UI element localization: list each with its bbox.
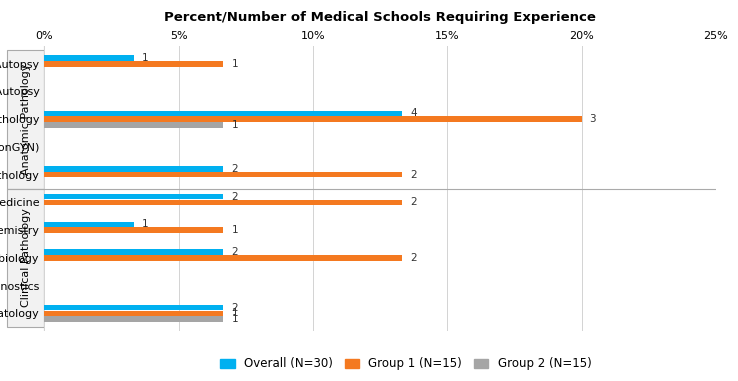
- Bar: [7, 50, 44, 189]
- Bar: [44, 317, 224, 322]
- Text: 2: 2: [410, 253, 417, 263]
- Text: 1: 1: [232, 314, 238, 324]
- Text: 2: 2: [232, 192, 238, 202]
- Bar: [44, 249, 224, 255]
- Bar: [44, 200, 402, 205]
- Text: Clinical Pathology: Clinical Pathology: [21, 208, 31, 307]
- Text: 2: 2: [232, 164, 238, 174]
- Bar: [44, 166, 224, 172]
- Bar: [44, 55, 134, 61]
- Text: 1: 1: [232, 225, 238, 235]
- Bar: [44, 172, 402, 178]
- Text: 1: 1: [142, 219, 148, 229]
- Bar: [44, 255, 402, 261]
- Bar: [44, 311, 224, 316]
- Text: 2: 2: [410, 170, 417, 180]
- Bar: [44, 122, 224, 128]
- Bar: [44, 305, 224, 311]
- Bar: [44, 110, 402, 116]
- Text: 3: 3: [590, 114, 596, 124]
- Bar: [44, 222, 134, 227]
- Text: 2: 2: [232, 247, 238, 257]
- Text: 2: 2: [232, 303, 238, 313]
- Text: 4: 4: [410, 109, 417, 118]
- Text: 1: 1: [232, 120, 238, 130]
- Text: Anatomic Pathology: Anatomic Pathology: [21, 64, 31, 175]
- Title: Percent/Number of Medical Schools Requiring Experience: Percent/Number of Medical Schools Requir…: [164, 11, 596, 24]
- Text: 1: 1: [232, 59, 238, 69]
- Bar: [44, 227, 224, 233]
- Text: 1: 1: [232, 309, 238, 319]
- Bar: [7, 189, 44, 327]
- Legend: Overall (N=30), Group 1 (N=15), Group 2 (N=15): Overall (N=30), Group 1 (N=15), Group 2 …: [215, 353, 596, 375]
- Text: 1: 1: [142, 53, 148, 63]
- Bar: [44, 117, 582, 122]
- Bar: [44, 194, 224, 199]
- Bar: [44, 61, 224, 67]
- Text: 2: 2: [410, 197, 417, 208]
